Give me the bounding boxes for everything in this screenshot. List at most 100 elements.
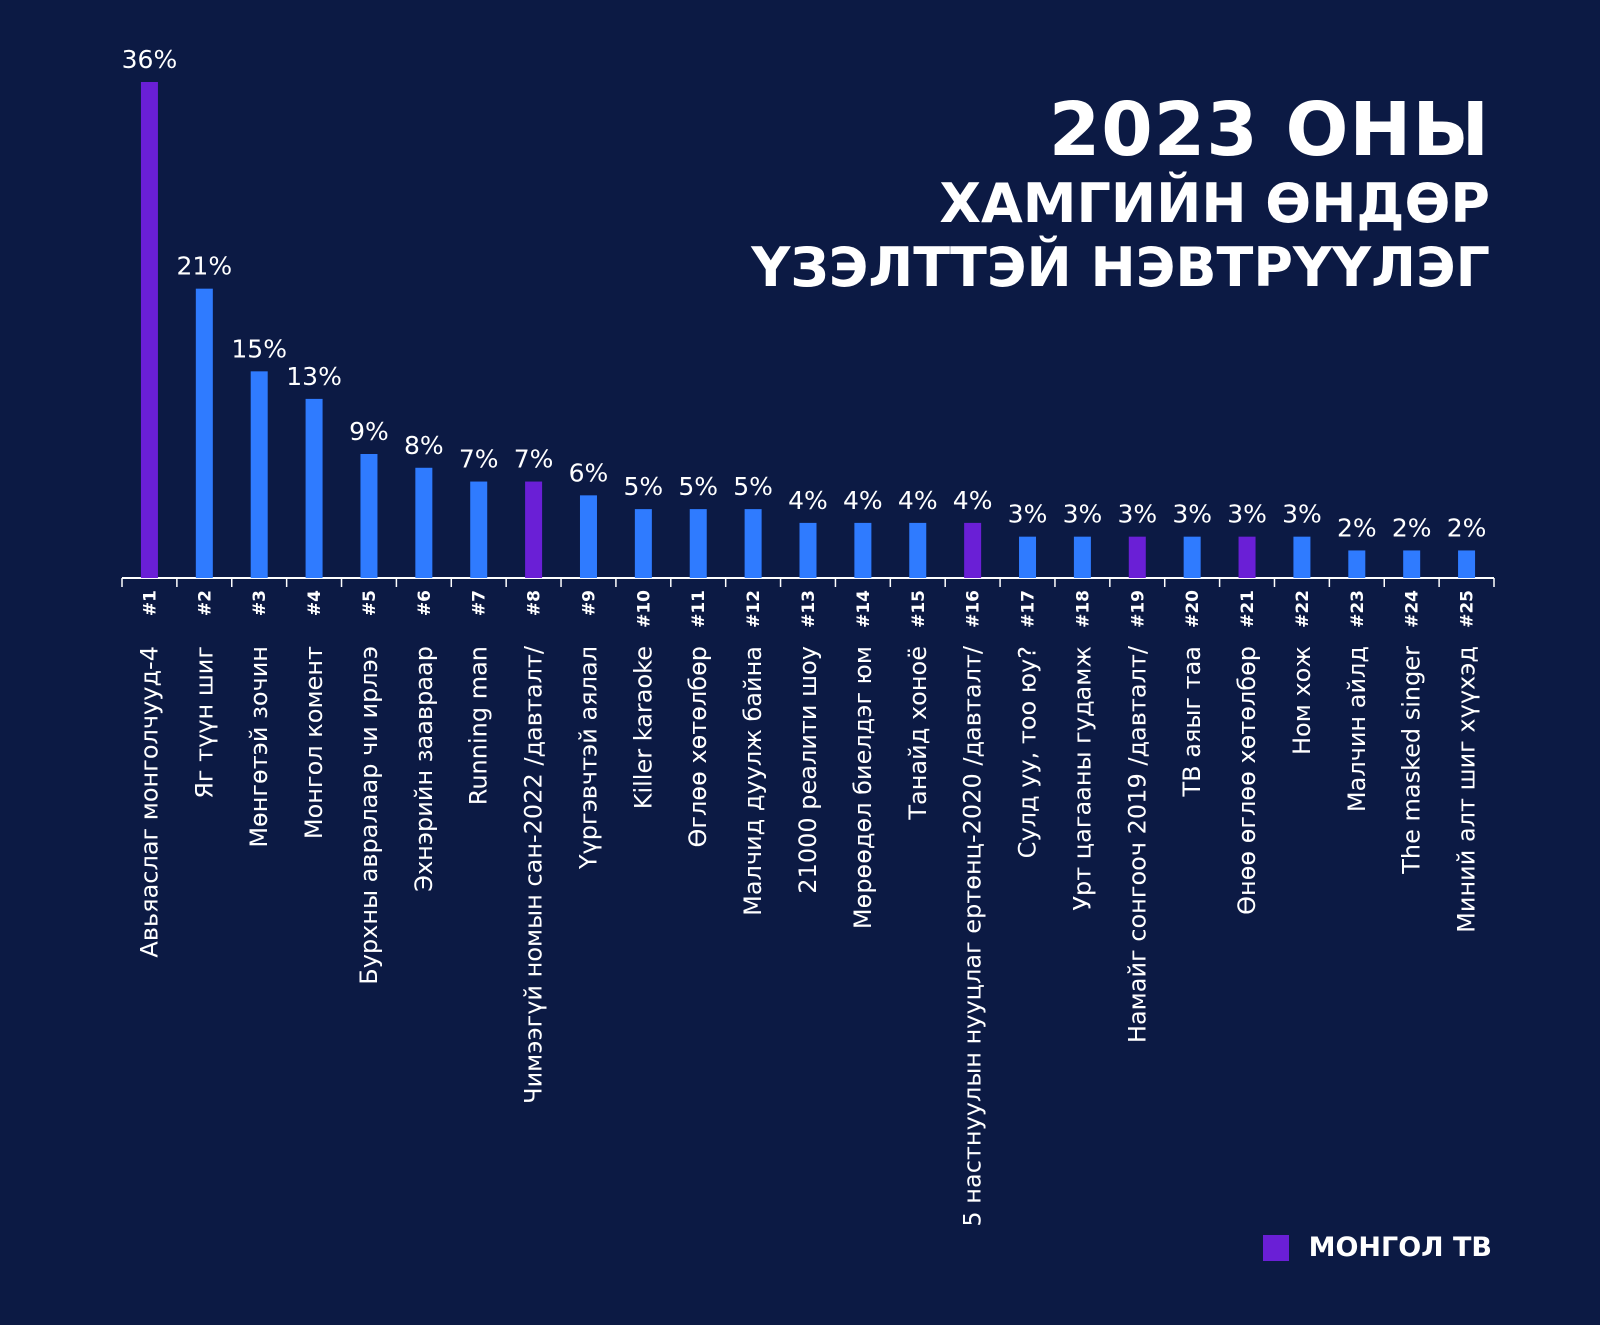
category-label: Танайд хоноё xyxy=(904,646,932,821)
bar xyxy=(634,509,652,578)
bar xyxy=(964,522,982,578)
value-label: 5% xyxy=(624,472,664,501)
category-label: Running man xyxy=(465,646,493,805)
title-line-2: ХАМГИЙН ӨНДӨР xyxy=(939,172,1490,235)
value-label: 4% xyxy=(843,486,883,515)
title-line-3: ҮЗЭЛТТЭЙ НЭВТРҮҮЛЭГ xyxy=(751,236,1490,299)
rank-label: #18 xyxy=(1073,590,1093,628)
rank-label: #11 xyxy=(689,590,709,628)
bar xyxy=(689,509,707,578)
value-label: 5% xyxy=(733,472,773,501)
value-label: 3% xyxy=(1172,500,1212,529)
bar xyxy=(1458,550,1476,578)
rank-label: #2 xyxy=(195,590,215,616)
rank-label: #12 xyxy=(744,590,764,628)
bar xyxy=(1348,550,1366,578)
value-label: 7% xyxy=(459,445,499,474)
value-label: 2% xyxy=(1392,513,1432,542)
category-label: ТВ аяыг таа xyxy=(1178,646,1206,797)
bar xyxy=(360,454,378,578)
rank-label: #9 xyxy=(579,590,599,616)
category-label: Бурхны авралаар чи ирлээ xyxy=(355,646,383,985)
chart-heading: 2023 ОНЫ ХАМГИЙН ӨНДӨР ҮЗЭЛТТЭЙ НЭВТРҮҮЛ… xyxy=(751,88,1490,300)
category-label: The masked singer xyxy=(1398,646,1426,875)
category-label: Намайг сонгооч 2019 /давталт/ xyxy=(1123,645,1151,1043)
category-label: Яг түүн шиг xyxy=(190,646,218,799)
value-label: 3% xyxy=(1282,500,1322,529)
category-label: Авьяаслаг монголчууд-4 xyxy=(135,646,163,958)
value-label: 4% xyxy=(898,486,938,515)
category-label: Сулд уу, тоо юу? xyxy=(1014,646,1042,858)
bar xyxy=(140,82,158,578)
rank-label: #15 xyxy=(909,590,929,628)
bar xyxy=(250,371,268,578)
category-label: Малчид дуулж байна xyxy=(739,646,767,916)
bar xyxy=(525,481,543,578)
category-label: 21000 реалити шоу xyxy=(794,646,822,894)
value-label: 3% xyxy=(1117,500,1157,529)
rank-label: #17 xyxy=(1019,590,1039,628)
value-label: 9% xyxy=(349,417,389,446)
title-line-1: 2023 ОНЫ xyxy=(1048,87,1490,173)
value-label: 15% xyxy=(231,334,287,363)
rank-label: #8 xyxy=(525,590,545,616)
rank-label: #23 xyxy=(1348,590,1368,628)
value-label: 21% xyxy=(177,252,233,281)
bar xyxy=(1293,536,1311,578)
bar xyxy=(909,522,927,578)
bar xyxy=(579,495,597,578)
rank-label: #22 xyxy=(1293,590,1313,628)
rank-label: #14 xyxy=(854,590,874,628)
rank-label: #4 xyxy=(305,590,325,616)
category-label: Өглөө хөтөлбөр xyxy=(684,646,712,847)
rank-label: #20 xyxy=(1183,590,1203,628)
value-label: 3% xyxy=(1063,500,1103,529)
rank-label: #5 xyxy=(360,590,380,616)
bar xyxy=(799,522,817,578)
value-label: 2% xyxy=(1447,513,1487,542)
value-label: 3% xyxy=(1227,500,1267,529)
bar xyxy=(195,288,213,578)
bar xyxy=(1183,536,1201,578)
value-label: 7% xyxy=(514,445,554,474)
value-label: 4% xyxy=(953,486,993,515)
category-label: Миний алт шиг хүүхэд xyxy=(1453,646,1481,933)
legend: МОНГОЛ ТВ xyxy=(1262,1232,1492,1263)
category-label: Killer karaoke xyxy=(629,646,657,809)
bar xyxy=(1128,536,1146,578)
bar xyxy=(1073,536,1091,578)
rank-label: #7 xyxy=(470,590,490,616)
rank-label: #25 xyxy=(1458,590,1478,628)
bar xyxy=(1403,550,1421,578)
rank-label: #16 xyxy=(964,590,984,628)
value-label: 6% xyxy=(569,458,609,487)
rank-label: #24 xyxy=(1403,590,1423,628)
rank-label: #13 xyxy=(799,590,819,628)
category-label: Мөнгөтэй зочин xyxy=(245,646,273,848)
rank-label: #6 xyxy=(415,590,435,616)
bar xyxy=(854,522,872,578)
category-label: Малчин айлд xyxy=(1343,646,1371,812)
value-label: 3% xyxy=(1008,500,1048,529)
rank-label: #1 xyxy=(140,590,160,616)
bar xyxy=(1019,536,1037,578)
category-label: Мөрөөдөл биелдэг юм xyxy=(849,646,877,929)
category-label: 5 настнуулын нууцлаг ертөнц-2020 /давтал… xyxy=(959,645,987,1226)
category-label: Үүргэвчтэй аялал xyxy=(574,646,602,870)
legend-swatch xyxy=(1262,1234,1289,1261)
category-label: Эхнэрийн заавраар xyxy=(410,646,438,892)
category-label: Урт цагааны гудамж xyxy=(1068,646,1096,911)
legend-label: МОНГОЛ ТВ xyxy=(1308,1232,1492,1263)
value-label: 36% xyxy=(122,45,178,74)
rank-label: #10 xyxy=(634,590,654,628)
rank-label: #19 xyxy=(1128,590,1148,628)
category-label: Чимээгүй номын сан-2022 /давталт/ xyxy=(520,645,548,1104)
bar xyxy=(470,481,488,578)
value-label: 2% xyxy=(1337,513,1377,542)
bar xyxy=(415,467,433,578)
category-label: Монгол комент xyxy=(300,646,328,839)
bar xyxy=(305,398,323,578)
rank-label: #21 xyxy=(1238,590,1258,628)
